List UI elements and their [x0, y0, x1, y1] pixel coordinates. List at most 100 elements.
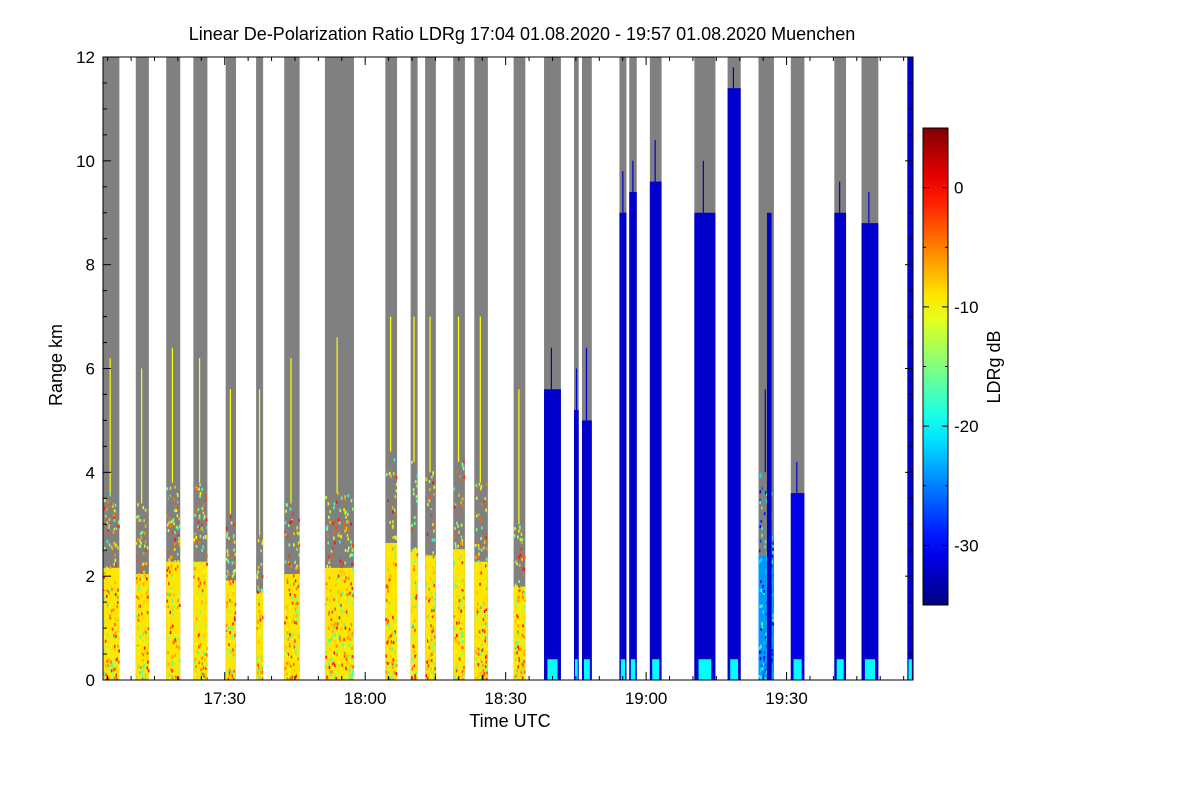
sparse-echo: [518, 389, 520, 525]
near-surface-patch: [730, 659, 739, 680]
y-tick-label: 6: [86, 360, 95, 379]
signal-region: [834, 212, 847, 680]
no-signal-region: [513, 57, 526, 680]
sparse-echo: [622, 171, 624, 213]
sparse-echo: [585, 347, 588, 421]
colorbar-gradient: [922, 127, 949, 606]
near-surface-patch: [698, 659, 712, 680]
sparse-echo: [413, 316, 415, 462]
sparse-echo: [796, 461, 798, 494]
measurement-block: [324, 57, 355, 680]
sparse-echo: [732, 67, 735, 89]
speckle: [425, 471, 437, 680]
signal-region: [619, 212, 627, 680]
signal-region: [629, 191, 637, 680]
colorbar-tick-label: -20: [954, 417, 979, 436]
cloud-streak: [766, 212, 772, 680]
speckle: [103, 493, 120, 680]
x-tick-label: 19:30: [765, 689, 808, 708]
x-tick-label: 18:00: [344, 689, 387, 708]
colorbar-tick-label: -10: [954, 298, 979, 317]
measurement-block: [727, 57, 741, 680]
plot-area: [103, 57, 913, 680]
speckle: [193, 483, 209, 680]
x-tick-label: 18:30: [484, 689, 527, 708]
sparse-echo: [654, 140, 656, 182]
sparse-echo: [109, 358, 111, 494]
measurement-block: [544, 57, 561, 680]
sparse-echo: [479, 316, 481, 483]
measurement-block: [256, 57, 264, 680]
speckle: [284, 503, 301, 680]
speckle: [256, 534, 264, 680]
signal-region: [544, 389, 561, 680]
speckle: [324, 491, 355, 680]
no-signal-region: [166, 57, 181, 680]
near-surface-patch: [583, 659, 590, 680]
y-tick-label: 12: [76, 48, 95, 67]
no-signal-region: [193, 57, 208, 680]
measurement-block: [474, 57, 489, 680]
near-surface-patch: [547, 659, 558, 680]
no-signal-region: [256, 57, 264, 680]
no-signal-region: [474, 57, 488, 680]
signal-region: [649, 181, 662, 680]
speckle: [513, 525, 526, 680]
colorbar-tick-label: 0: [954, 179, 963, 198]
measurement-block: [649, 57, 662, 680]
no-signal-region: [225, 57, 236, 680]
signal-region: [581, 420, 592, 680]
measurement-block: [385, 57, 398, 680]
signal-region: [410, 549, 418, 680]
y-axis-label: Range km: [46, 324, 66, 406]
measurement-block: [834, 57, 847, 680]
speckle: [135, 503, 150, 680]
sparse-echo: [258, 389, 261, 535]
near-surface-patch: [908, 659, 912, 680]
colorbar-label: LDRg dB: [984, 330, 1004, 403]
no-signal-region: [103, 57, 120, 680]
y-tick-label: 0: [86, 671, 95, 690]
speckle: [166, 485, 181, 680]
sparse-echo: [198, 358, 201, 483]
sparse-echo: [632, 160, 634, 192]
near-surface-patch: [836, 659, 844, 680]
sparse-echo: [575, 368, 578, 411]
signal-region: [574, 410, 579, 680]
sparse-echo: [336, 337, 338, 494]
measurement-block: [284, 57, 301, 680]
near-surface-patch: [620, 659, 626, 680]
axes: 17:30 18:00 18:30 19:00 19:30 0 2 4 6 8 10 12: [76, 48, 914, 708]
sparse-echo: [429, 316, 431, 473]
measurement-block: [135, 57, 150, 680]
measurement-block: [790, 57, 805, 680]
measurement-block: [694, 57, 716, 680]
signal-region: [225, 580, 236, 680]
sparse-echo: [390, 316, 392, 452]
measurement-block: [629, 57, 637, 680]
measurement-block: [166, 57, 181, 680]
sparse-echo: [290, 358, 292, 504]
x-axis-label: Time UTC: [469, 711, 550, 731]
sparse-echo: [839, 181, 841, 213]
measurement-block: [193, 57, 209, 680]
measurement-block: [453, 57, 466, 680]
speckle: [225, 515, 237, 680]
measurement-block: [861, 57, 879, 680]
signal-region: [193, 561, 208, 680]
speckle: [758, 470, 775, 680]
measurement-block: [574, 57, 579, 680]
measurement-block: [410, 57, 419, 680]
signal-region: [385, 542, 398, 680]
measurement-block: [758, 57, 775, 680]
y-tick-label: 2: [86, 567, 95, 586]
measurement-block: [581, 57, 592, 680]
sparse-echo: [171, 347, 174, 483]
near-surface-patch: [864, 659, 875, 680]
signal-region: [861, 223, 879, 680]
speckle: [410, 460, 419, 680]
x-tick-label: 17:30: [203, 689, 246, 708]
sparse-echo: [550, 347, 552, 390]
signal-region: [453, 549, 465, 680]
